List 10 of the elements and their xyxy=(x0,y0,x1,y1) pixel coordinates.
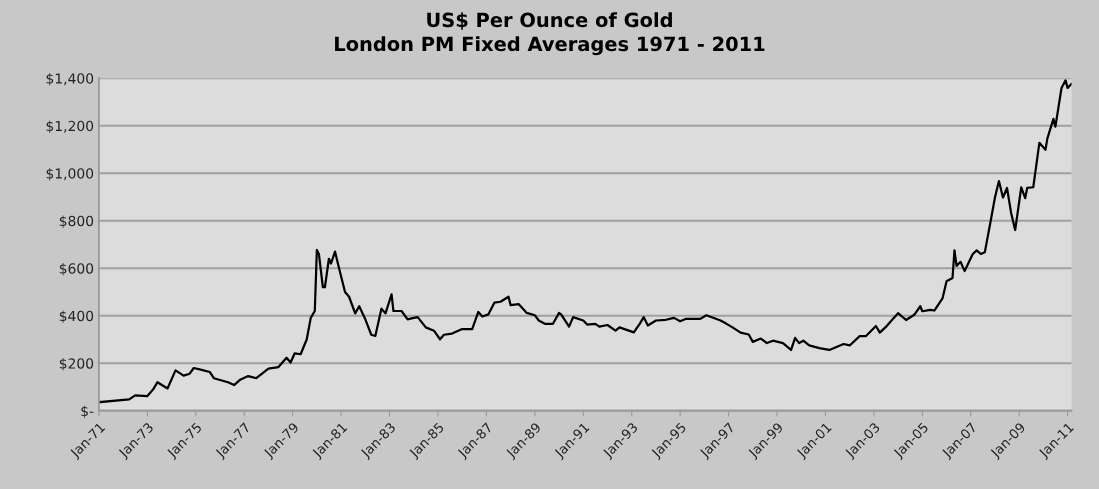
y-tick-label: $800 xyxy=(59,215,94,229)
y-tick-label: $1,200 xyxy=(46,120,94,134)
y-tick-label: $200 xyxy=(59,357,94,371)
y-tick-label: $1,400 xyxy=(46,72,94,86)
y-tick-label: $600 xyxy=(59,262,94,276)
y-tick-label: $- xyxy=(81,405,94,419)
line-series xyxy=(98,79,1072,404)
chart-title: US$ Per Ounce of Gold London PM Fixed Averages 1971 - 2011 xyxy=(335,12,765,56)
y-tick-label: $400 xyxy=(59,310,94,324)
y-tick-label: $1,000 xyxy=(46,167,94,181)
